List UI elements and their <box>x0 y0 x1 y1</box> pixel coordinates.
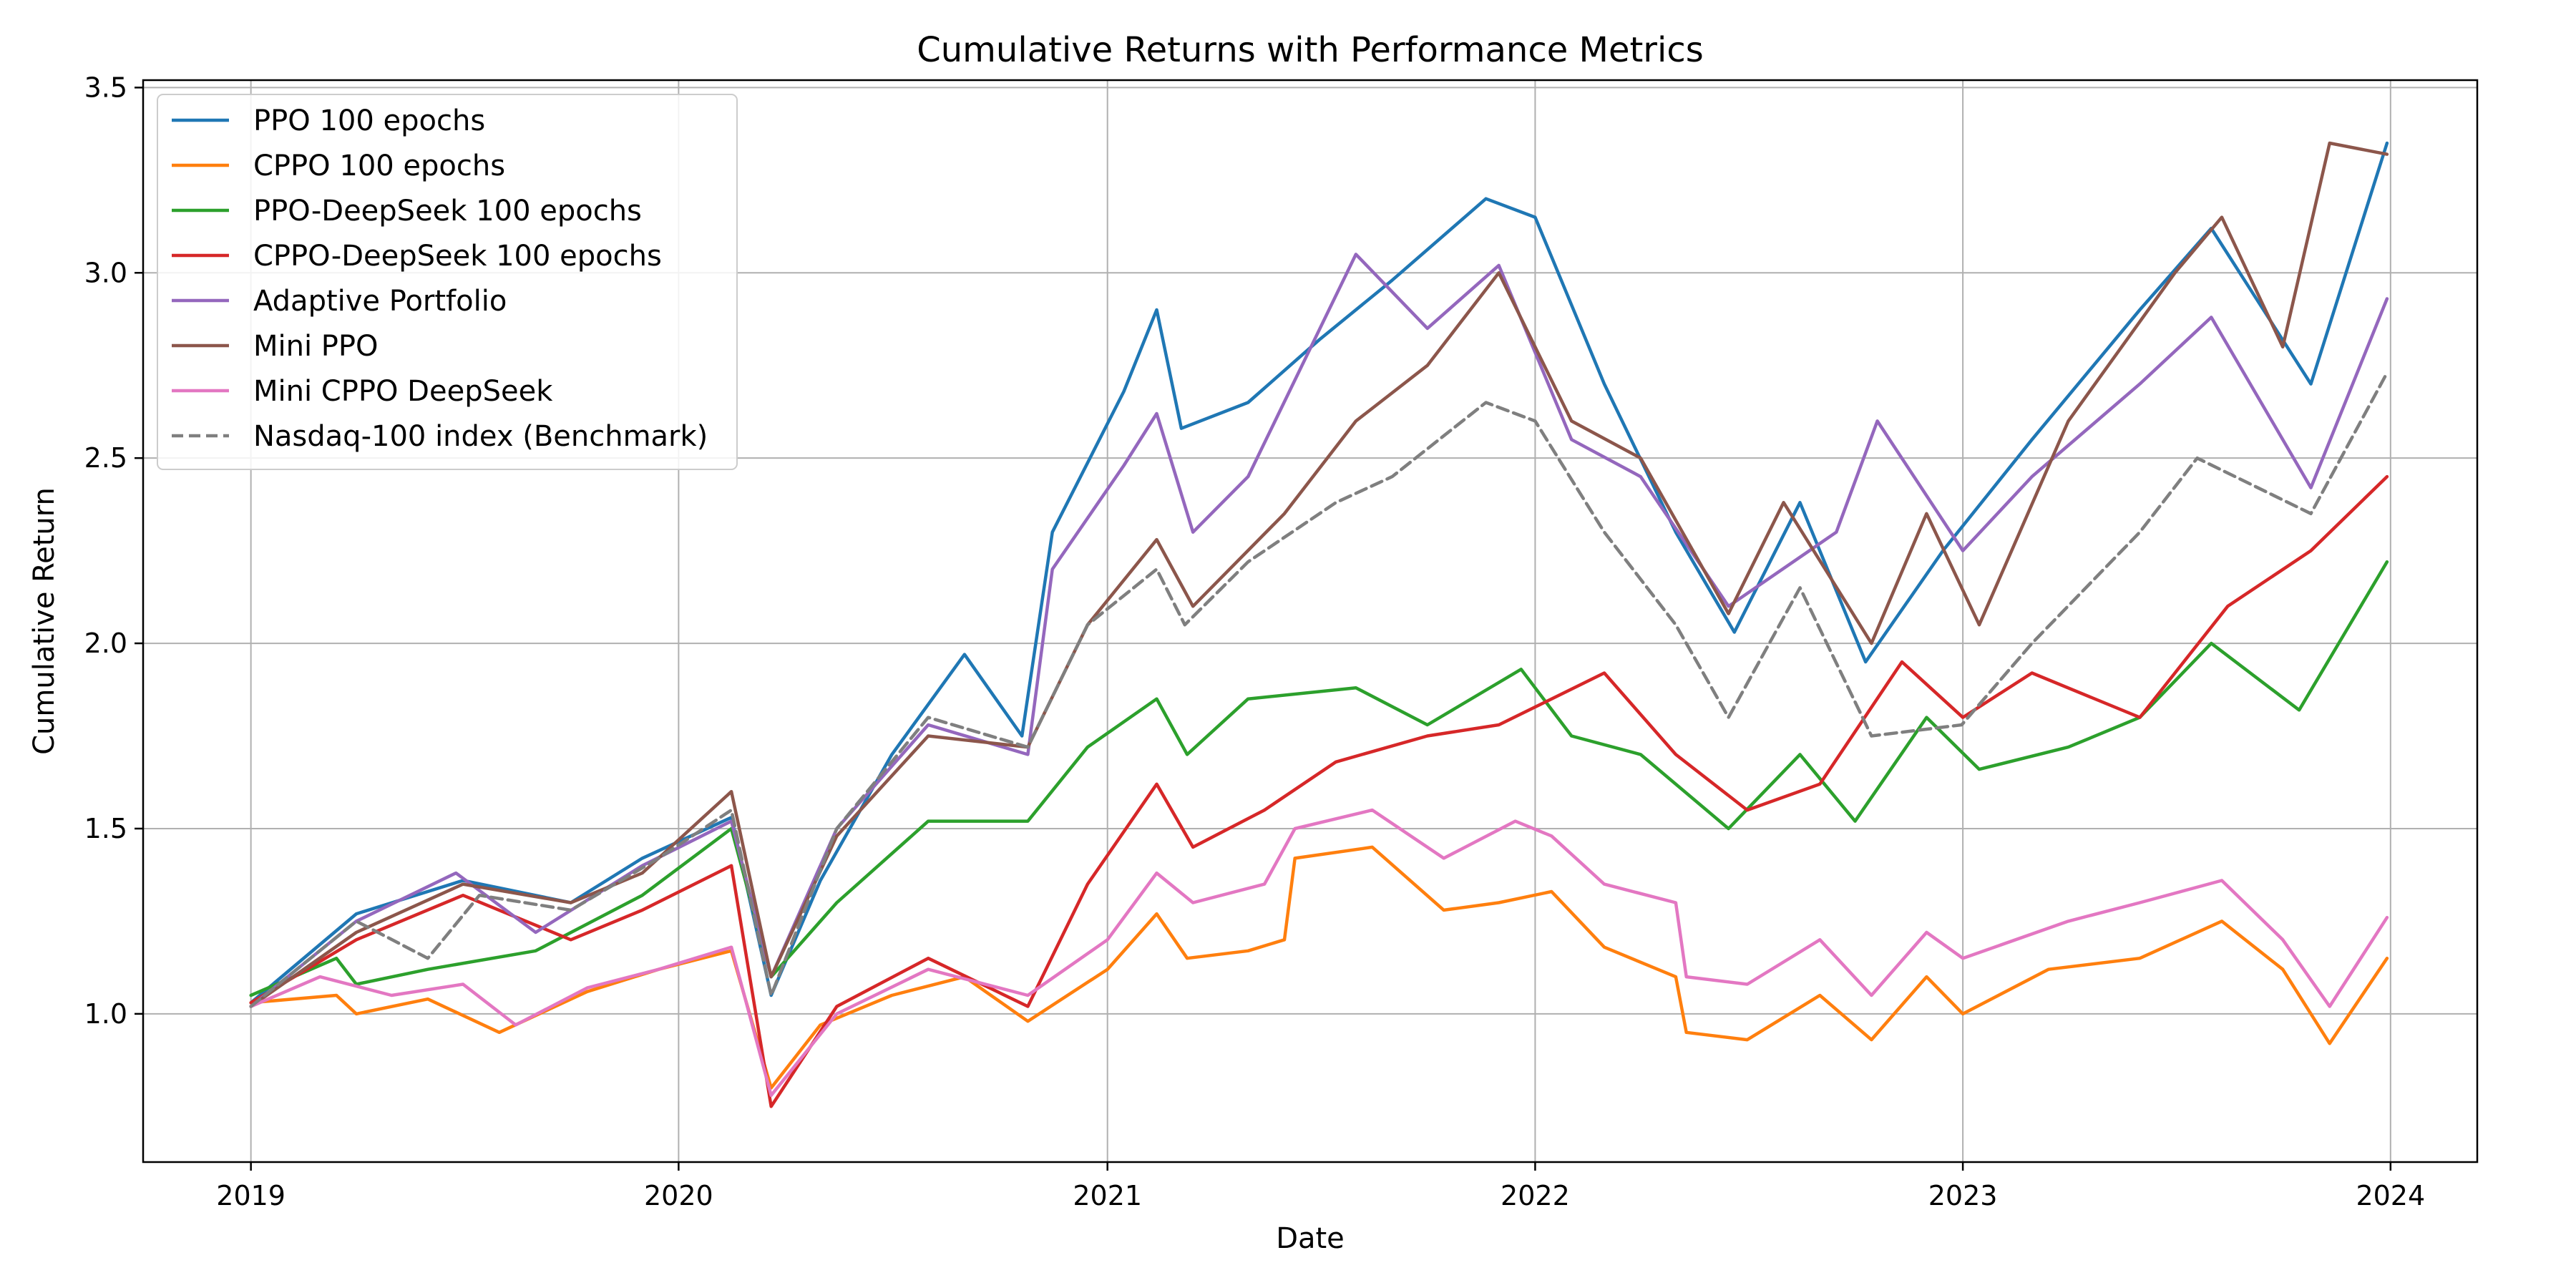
legend-label: PPO 100 epochs <box>253 104 485 137</box>
series-line-4 <box>249 474 2389 1108</box>
plot-frame <box>142 79 2479 1163</box>
y-tick-label: 2.5 <box>84 442 127 474</box>
legend-label: Adaptive Portfolio <box>253 285 507 318</box>
legend-label: Mini CPPO DeepSeek <box>253 375 553 408</box>
x-tick-label: 2022 <box>1501 1180 1570 1211</box>
gridlines <box>143 80 2477 1162</box>
legend-label: CPPO 100 epochs <box>253 150 505 182</box>
series-lines <box>249 141 2389 1108</box>
y-tick-label: 2.0 <box>84 628 127 659</box>
legend-label: PPO-DeepSeek 100 epochs <box>253 195 642 228</box>
legend: PPO 100 epochs CPPO 100 epochs PPO-DeepSee… <box>157 94 738 470</box>
x-tick-label: 2021 <box>1073 1180 1142 1211</box>
chart-title: Cumulative Returns with Performance Metr… <box>917 30 1704 70</box>
y-tick-label: 1.0 <box>84 998 127 1030</box>
y-axis-title: Cumulative Return <box>28 487 61 755</box>
x-tick-label: 2020 <box>644 1180 713 1211</box>
y-tick-label: 3.0 <box>84 257 127 288</box>
x-tick-label: 2023 <box>1928 1180 1998 1211</box>
series-line-5 <box>249 253 2389 1008</box>
axis-ticks: 2019 2020 2021 2022 2023 2024 1.0 1.5 2.0 2.5 3.0 3… <box>84 72 2426 1211</box>
series-line-7 <box>249 808 2389 1098</box>
y-tick-label: 3.5 <box>84 72 127 103</box>
x-tick-label: 2024 <box>2356 1180 2425 1211</box>
series-line-3 <box>249 560 2389 997</box>
x-axis-title: Date <box>1276 1222 1345 1255</box>
series-line-6 <box>249 141 2389 1008</box>
legend-label: Nasdaq-100 index (Benchmark) <box>253 420 708 453</box>
legend-label: Mini PPO <box>253 330 379 363</box>
x-tick-label: 2019 <box>216 1180 286 1211</box>
series-line-8 <box>249 371 2389 1008</box>
legend-label: CPPO-DeepSeek 100 epochs <box>253 240 662 273</box>
legend-box <box>157 94 738 470</box>
y-tick-label: 1.5 <box>84 813 127 844</box>
